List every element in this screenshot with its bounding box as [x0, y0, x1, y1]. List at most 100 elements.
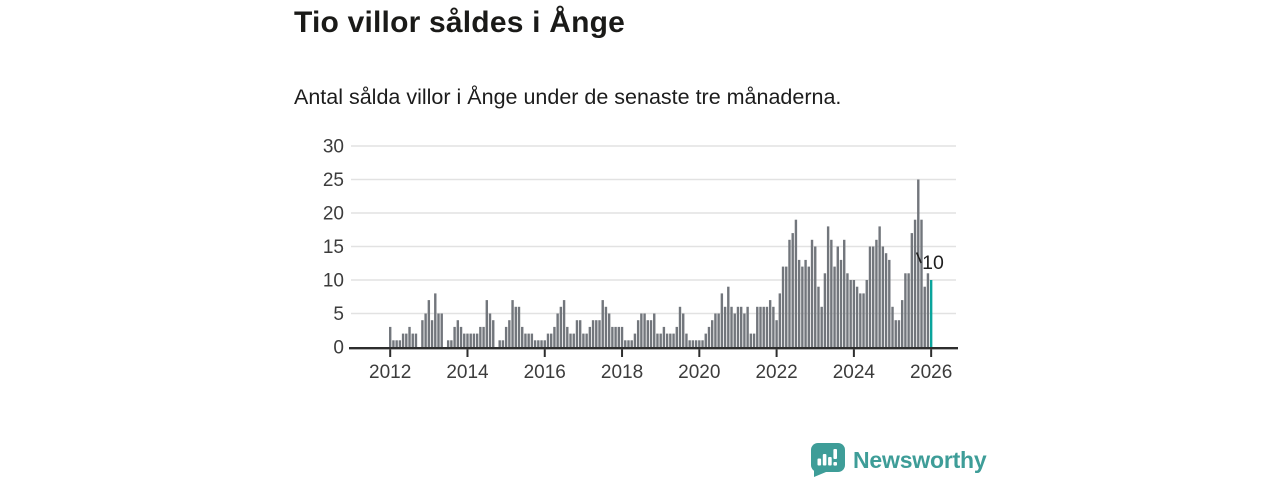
bar: [456, 320, 460, 347]
bar: [411, 333, 414, 347]
bar: [801, 266, 804, 347]
bar: [891, 306, 894, 347]
bar: [794, 219, 798, 347]
bar: [620, 326, 624, 347]
bar: [479, 326, 482, 347]
bar: [817, 286, 820, 347]
bar: [450, 340, 453, 347]
bar: [546, 333, 550, 347]
bar: [781, 266, 785, 347]
bar: [427, 300, 431, 347]
bar: [472, 333, 476, 347]
bar: [720, 293, 724, 347]
bar: [524, 333, 527, 347]
bar: [791, 233, 794, 347]
bar: [836, 246, 839, 347]
y-tick-label: 20: [323, 204, 344, 225]
bar: [704, 333, 707, 347]
bar: [872, 246, 875, 347]
bar: [656, 333, 659, 347]
bar: [691, 340, 695, 347]
bar: [907, 273, 910, 347]
bar: [923, 286, 926, 347]
bar: [678, 306, 682, 347]
bar: [508, 320, 511, 347]
bar: [653, 313, 656, 347]
bar: [749, 333, 753, 347]
bar: [868, 246, 872, 347]
bar: [688, 340, 691, 347]
bar: [527, 333, 530, 347]
bar: [752, 333, 756, 347]
bar: [917, 179, 920, 347]
bar: [682, 313, 685, 347]
bar: [630, 340, 633, 347]
bar: [556, 313, 559, 347]
bar: [453, 326, 456, 347]
bar: [466, 333, 469, 347]
bar: [665, 333, 669, 347]
bar: [533, 340, 537, 347]
bar: [424, 313, 427, 347]
bar: [723, 306, 727, 347]
bar: [830, 239, 833, 347]
bar: [389, 326, 392, 347]
bar: [746, 306, 749, 347]
bar: [446, 340, 450, 347]
bar: [775, 320, 778, 347]
y-tick-label: 25: [323, 170, 344, 191]
newsworthy-icon: [811, 443, 845, 477]
bar: [395, 340, 398, 347]
newsworthy-logo: Newsworthy: [811, 443, 987, 477]
bar: [743, 313, 746, 347]
bar: [727, 286, 730, 347]
bar: [788, 239, 791, 347]
chart-title: Tio villor såldes i Ånge: [294, 6, 626, 39]
bar: [685, 333, 688, 347]
newsworthy-wordmark: Newsworthy: [853, 446, 987, 473]
bar: [733, 313, 736, 347]
x-tick-label: 2024: [833, 362, 876, 383]
x-tick-label: 2026: [910, 362, 952, 383]
x-tick-label: 2014: [446, 362, 489, 383]
bar: [707, 326, 711, 347]
bar: [698, 340, 701, 347]
bar: [482, 326, 485, 347]
bar: [646, 320, 649, 347]
bar: [469, 333, 472, 347]
bar: [572, 333, 575, 347]
bar: [823, 273, 827, 347]
bar: [913, 219, 917, 347]
bar: [736, 306, 740, 347]
bar: [785, 266, 788, 347]
bar: [566, 326, 569, 347]
bar: [804, 259, 807, 347]
bar: [598, 320, 601, 347]
bar: [578, 320, 582, 347]
bar: [614, 326, 617, 347]
bar: [849, 280, 852, 347]
bar: [591, 320, 595, 347]
bar: [772, 306, 775, 347]
bar: [884, 253, 888, 347]
bar: [878, 226, 881, 347]
y-tick-label: 30: [323, 137, 344, 158]
bar: [894, 320, 897, 347]
mini-bar-chart-glyph: [817, 449, 837, 466]
bar: [459, 326, 463, 347]
bar: [904, 273, 907, 347]
bar: [640, 313, 643, 347]
bar: [711, 320, 714, 347]
bar: [511, 300, 514, 347]
bar: [810, 239, 814, 347]
bar: [408, 326, 411, 347]
bar: [501, 340, 505, 347]
bar: [672, 333, 675, 347]
bar: [401, 333, 405, 347]
bar: [759, 306, 762, 347]
bar: [797, 259, 801, 347]
bar: [398, 340, 402, 347]
bar: [607, 313, 611, 347]
last-value-label: 10: [922, 252, 944, 274]
